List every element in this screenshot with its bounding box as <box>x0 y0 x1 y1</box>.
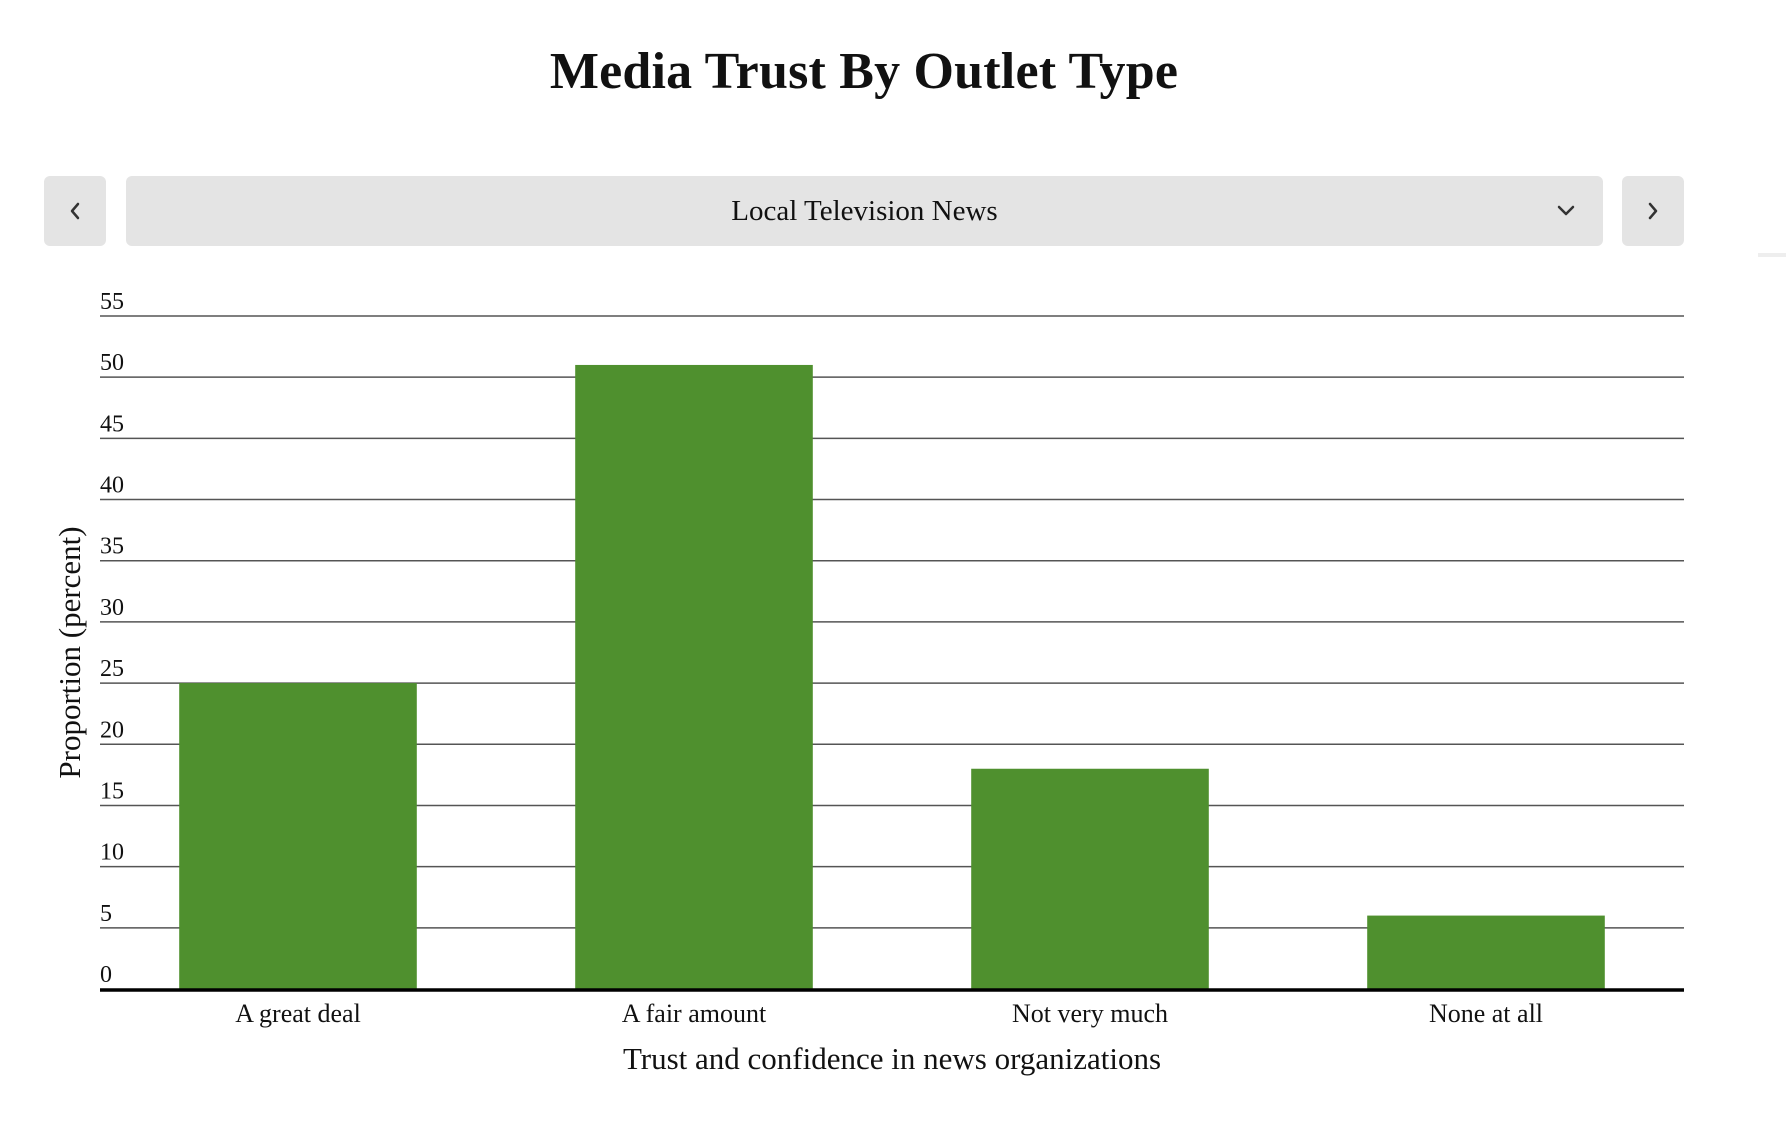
bar-chart: 0 5 10 15 20 25 30 35 40 45 50 55 A great deal A fai… <box>52 289 1684 1076</box>
outlet-type-select[interactable]: Local Television News <box>126 176 1603 246</box>
previous-button[interactable] <box>44 176 106 246</box>
x-tick-label: Not very much <box>1012 999 1168 1028</box>
chevron-left-icon <box>70 202 80 220</box>
x-tick-label: A great deal <box>235 999 361 1028</box>
x-axis-ticks: A great deal A fair amount Not very much No… <box>235 999 1543 1028</box>
y-tick-label: 45 <box>100 411 124 437</box>
bar <box>179 683 417 989</box>
bar <box>575 364 813 990</box>
y-tick-label: 35 <box>100 534 124 560</box>
y-tick-label: 20 <box>100 717 124 743</box>
bar <box>971 768 1209 989</box>
outlet-type-selected-value: Local Television News <box>731 195 998 227</box>
y-tick-label: 0 <box>100 962 112 988</box>
bar <box>1367 915 1605 989</box>
bars <box>179 364 1605 990</box>
next-button[interactable] <box>1622 176 1684 246</box>
chevron-right-icon <box>1648 202 1658 220</box>
y-tick-label: 55 <box>100 289 124 315</box>
y-tick-label: 25 <box>100 656 124 682</box>
y-tick-label: 15 <box>100 778 124 804</box>
y-axis-ticks: 0 5 10 15 20 25 30 35 40 45 50 55 <box>100 289 124 988</box>
y-axis-label: Proportion (percent) <box>52 526 87 778</box>
chart-title: Media Trust By Outlet Type <box>549 43 1179 100</box>
y-tick-label: 50 <box>100 350 124 376</box>
y-tick-label: 40 <box>100 473 124 499</box>
x-axis-label: Trust and confidence in news organizatio… <box>623 1041 1161 1076</box>
x-tick-label: None at all <box>1429 999 1543 1028</box>
y-tick-label: 30 <box>100 595 124 621</box>
chevron-down-icon <box>1557 205 1575 216</box>
edge-divider <box>1758 253 1786 257</box>
x-tick-label: A fair amount <box>622 999 767 1028</box>
y-tick-label: 5 <box>100 901 112 927</box>
y-tick-label: 10 <box>100 840 124 866</box>
